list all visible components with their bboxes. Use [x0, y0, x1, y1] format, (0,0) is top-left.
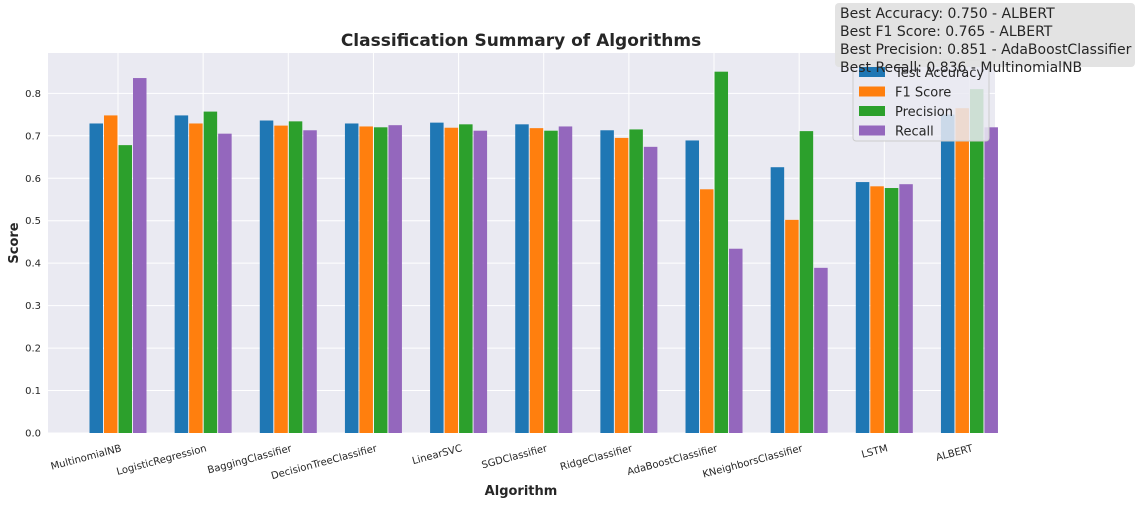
legend-swatch [859, 125, 885, 136]
bar-test-accuracy-baggingclassifier [259, 120, 274, 434]
x-tick-label: RidgeClassifier [559, 443, 634, 473]
bar-f1-score-decisiontreeclassifier [359, 126, 373, 433]
bar-f1-score-ridgeclassifier [614, 137, 629, 433]
y-tick-labels: 0.0 0.1 0.2 0.3 0.4 0.5 0.6 0.7 0.8 [25, 89, 41, 440]
bar-test-accuracy-multinomialnb [89, 123, 103, 434]
bar-precision-linearsvc [459, 124, 473, 434]
x-tick-label: SGDClassifier [481, 443, 550, 471]
y-tick-label: 0.7 [25, 131, 41, 142]
legend-label: Recall [895, 125, 934, 140]
bar-test-accuracy-decisiontreeclassifier [344, 123, 359, 434]
best-precision-text: Best Precision: 0.851 - AdaBoostClassifi… [840, 42, 1132, 58]
legend: Test Accuracy F1 Score Precision Recall [852, 59, 990, 142]
bar-precision-baggingclassifier [288, 121, 303, 433]
legend-label: F1 Score [895, 86, 951, 101]
x-tick-labels: MultinomialNBLogisticRegressionBaggingCl… [50, 443, 975, 482]
legend-swatch [859, 67, 885, 77]
bar-precision-adaboostclassifier [714, 71, 729, 433]
bar-f1-score-linearsvc [444, 127, 459, 433]
y-tick-label: 0.5 [25, 216, 41, 227]
bar-test-accuracy-albert [940, 114, 955, 434]
bar-recall-ridgeclassifier [643, 146, 658, 433]
bar-precision-decisiontreeclassifier [373, 127, 388, 434]
x-tick-label: LinearSVC [411, 443, 463, 467]
bar-precision-multinomialnb [118, 145, 132, 433]
bar-precision-kneighborsclassifier [799, 131, 814, 433]
best-scores-annotation: Best Accuracy: 0.750 - ALBERT Best F1 Sc… [840, 5, 1131, 77]
bar-test-accuracy-kneighborsclassifier [770, 167, 785, 434]
bar-recall-logisticregression [218, 133, 232, 433]
bar-f1-score-kneighborsclassifier [785, 219, 799, 433]
best-accuracy-text: Best Accuracy: 0.750 - ALBERT [840, 6, 1055, 22]
bar-test-accuracy-logisticregression [174, 115, 189, 434]
bar-precision-albert [969, 89, 984, 433]
legend-swatch [859, 86, 885, 97]
bar-recall-kneighborsclassifier [814, 267, 828, 433]
legend-label: Test Accuracy [894, 66, 984, 81]
bar-f1-score-baggingclassifier [274, 125, 288, 433]
best-f1-text: Best F1 Score: 0.765 - ALBERT [840, 24, 1053, 40]
bar-recall-multinomialnb [133, 78, 147, 433]
bar-precision-sgdclassifier [544, 130, 558, 434]
legend-label: Precision [895, 105, 953, 120]
bars-group [89, 71, 998, 434]
y-tick-label: 0.3 [25, 301, 41, 312]
y-tick-label: 0.1 [25, 386, 41, 397]
best-recall-text: Best Recall: 0.836 - MultinomialNB [840, 60, 1083, 76]
best-scores-box [835, 3, 1135, 67]
legend-swatch [859, 106, 885, 116]
y-tick-label: 0.8 [25, 89, 41, 100]
bar-f1-score-multinomialnb [104, 115, 118, 434]
y-tick-label: 0.2 [25, 344, 41, 355]
bar-recall-linearsvc [473, 130, 488, 434]
bar-precision-ridgeclassifier [629, 129, 643, 434]
bar-f1-score-sgdclassifier [529, 128, 544, 434]
bar-f1-score-albert [955, 108, 969, 434]
bar-f1-score-logisticregression [189, 123, 203, 434]
bar-recall-sgdclassifier [558, 126, 573, 433]
bar-f1-score-adaboostclassifier [700, 189, 714, 433]
bar-recall-baggingclassifier [303, 130, 317, 433]
bar-test-accuracy-ridgeclassifier [600, 130, 614, 433]
bar-precision-logisticregression [203, 111, 218, 434]
x-tick-label: ALBERT [935, 443, 975, 464]
bar-recall-decisiontreeclassifier [388, 125, 402, 433]
bar-f1-score-lstm [870, 186, 884, 433]
x-axis-label: Algorithm [485, 484, 558, 499]
bar-precision-lstm [884, 188, 899, 433]
bar-test-accuracy-linearsvc [430, 122, 444, 433]
bar-test-accuracy-adaboostclassifier [685, 140, 700, 433]
chart-title: Classification Summary of Algorithms [341, 31, 701, 51]
bar-recall-albert [984, 127, 998, 434]
bar-recall-adaboostclassifier [729, 248, 743, 433]
x-tick-label: MultinomialNB [50, 443, 123, 472]
x-tick-label: LSTM [860, 443, 889, 461]
x-tick-label: LogisticRegression [115, 443, 207, 478]
bar-test-accuracy-sgdclassifier [515, 124, 529, 434]
y-tick-label: 0.6 [25, 174, 41, 185]
y-tick-label: 0.0 [25, 429, 41, 440]
bar-test-accuracy-lstm [855, 182, 870, 433]
y-tick-label: 0.4 [25, 259, 41, 270]
y-axis-label: Score [7, 222, 22, 263]
bar-recall-lstm [899, 184, 913, 433]
